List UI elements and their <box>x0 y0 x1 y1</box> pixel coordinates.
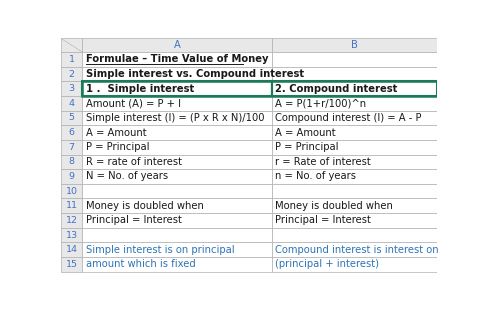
Bar <box>61 198 83 213</box>
Bar <box>83 81 272 96</box>
Bar <box>83 169 272 184</box>
Bar <box>83 198 272 213</box>
Text: R = rate of interest: R = rate of interest <box>86 157 182 167</box>
Bar <box>272 169 437 184</box>
Text: 6: 6 <box>69 128 74 137</box>
Text: 5: 5 <box>69 114 74 122</box>
Bar <box>272 140 437 154</box>
Bar <box>61 257 83 271</box>
Text: 13: 13 <box>66 231 78 240</box>
Bar <box>272 67 437 81</box>
Text: 11: 11 <box>66 201 78 210</box>
Text: (principal + interest): (principal + interest) <box>276 259 380 269</box>
Text: 14: 14 <box>66 245 78 254</box>
Bar <box>83 242 272 257</box>
Bar <box>61 81 83 96</box>
Text: P = Principal: P = Principal <box>86 142 149 152</box>
Text: Principal = Interest: Principal = Interest <box>86 215 181 226</box>
Text: N = No. of years: N = No. of years <box>86 172 168 182</box>
Bar <box>61 52 83 67</box>
Bar <box>61 213 83 228</box>
Text: 12: 12 <box>66 216 78 225</box>
Text: B: B <box>351 40 358 50</box>
Text: Simple interest is on principal: Simple interest is on principal <box>86 245 234 255</box>
Text: Money is doubled when: Money is doubled when <box>276 201 393 211</box>
Bar <box>83 257 272 271</box>
Bar <box>272 213 437 228</box>
Bar <box>83 111 272 125</box>
Text: 1: 1 <box>69 55 74 64</box>
Bar <box>83 184 272 198</box>
Bar <box>83 228 272 242</box>
Text: A = Amount: A = Amount <box>86 128 146 137</box>
Bar <box>83 67 272 81</box>
Bar <box>83 213 272 228</box>
Text: Simple interest (I) = (P x R x N)/100: Simple interest (I) = (P x R x N)/100 <box>86 113 264 123</box>
Bar <box>272 242 437 257</box>
Bar <box>272 228 437 242</box>
Bar <box>61 96 83 111</box>
Text: Money is doubled when: Money is doubled when <box>86 201 204 211</box>
Bar <box>83 125 272 140</box>
Text: Simple interest vs. Compound interest: Simple interest vs. Compound interest <box>86 69 304 79</box>
Bar <box>83 38 272 52</box>
Bar <box>61 38 83 52</box>
Text: 4: 4 <box>69 99 74 108</box>
Text: n = No. of years: n = No. of years <box>276 172 356 182</box>
Text: 2: 2 <box>69 70 74 78</box>
Text: 10: 10 <box>66 187 78 196</box>
Text: 15: 15 <box>66 260 78 269</box>
Bar <box>272 184 437 198</box>
Text: Compound interest (I) = A - P: Compound interest (I) = A - P <box>276 113 422 123</box>
Bar <box>61 125 83 140</box>
Text: Compound interest is interest on: Compound interest is interest on <box>276 245 439 255</box>
Text: r = Rate of interest: r = Rate of interest <box>276 157 371 167</box>
Text: amount which is fixed: amount which is fixed <box>86 259 195 269</box>
Bar <box>272 96 437 111</box>
Bar <box>272 52 437 67</box>
Text: A: A <box>174 40 181 50</box>
Bar <box>83 52 272 67</box>
Text: 2. Compound interest: 2. Compound interest <box>276 84 398 94</box>
Text: P = Principal: P = Principal <box>276 142 339 152</box>
Bar <box>272 38 437 52</box>
Bar <box>272 81 437 96</box>
Text: Amount (A) = P + I: Amount (A) = P + I <box>86 98 181 108</box>
Bar <box>83 96 272 111</box>
Text: 9: 9 <box>69 172 74 181</box>
Bar <box>83 154 272 169</box>
Text: Principal = Interest: Principal = Interest <box>276 215 371 226</box>
Bar <box>61 140 83 154</box>
Text: 8: 8 <box>69 157 74 167</box>
Bar <box>83 81 437 96</box>
Text: 1 .  Simple interest: 1 . Simple interest <box>86 84 194 94</box>
Text: A = Amount: A = Amount <box>276 128 336 137</box>
Text: 3: 3 <box>69 84 75 93</box>
Bar <box>61 184 83 198</box>
Bar <box>83 140 272 154</box>
Text: A = P(1+r/100)^n: A = P(1+r/100)^n <box>276 98 366 108</box>
Bar <box>272 111 437 125</box>
Text: 7: 7 <box>69 143 74 152</box>
Bar <box>272 257 437 271</box>
Bar <box>272 198 437 213</box>
Bar <box>61 242 83 257</box>
Bar <box>61 154 83 169</box>
Bar <box>61 228 83 242</box>
Bar <box>272 125 437 140</box>
Bar <box>272 154 437 169</box>
Bar <box>61 169 83 184</box>
Bar <box>61 111 83 125</box>
Text: Formulae – Time Value of Money: Formulae – Time Value of Money <box>86 55 268 64</box>
Bar <box>61 67 83 81</box>
